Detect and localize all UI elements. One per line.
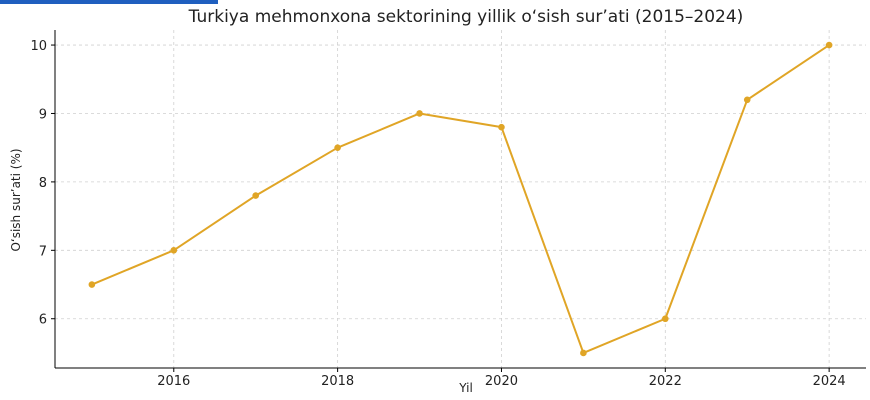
series-layer — [88, 41, 833, 357]
axes — [51, 30, 866, 372]
y-axis-label: O‘sish sur’ati (%) — [9, 148, 23, 251]
series-line — [91, 44, 830, 354]
data-point — [661, 315, 669, 323]
y-tick-label: 8 — [39, 176, 47, 191]
data-point — [825, 41, 833, 49]
data-point — [88, 281, 96, 288]
x-tick-label: 2020 — [485, 374, 518, 389]
data-point — [743, 96, 751, 104]
y-tick-label: 6 — [39, 313, 47, 328]
x-axis-label: Yil — [458, 381, 473, 395]
data-point — [252, 192, 260, 199]
x-tick-label: 2018 — [321, 374, 354, 389]
x-tick-label: 2022 — [649, 374, 682, 389]
x-tick-label: 2024 — [813, 374, 846, 389]
y-tick-label: 7 — [39, 244, 47, 259]
top-accent-bar — [0, 0, 218, 4]
data-point — [580, 349, 587, 357]
data-point — [498, 123, 505, 131]
chart-title: Turkiya mehmonxona sektorining yillik o‘… — [188, 7, 744, 27]
y-tick-label: 9 — [39, 107, 47, 122]
y-tick-label: 10 — [30, 39, 47, 54]
x-tick-label: 2016 — [157, 374, 190, 389]
data-point — [170, 247, 178, 254]
data-point — [334, 144, 341, 151]
grid-lines — [55, 30, 866, 368]
data-point — [416, 110, 423, 117]
tick-labels: 2016 2018 2020 2022 2024 6 7 8 9 10 — [30, 39, 845, 389]
